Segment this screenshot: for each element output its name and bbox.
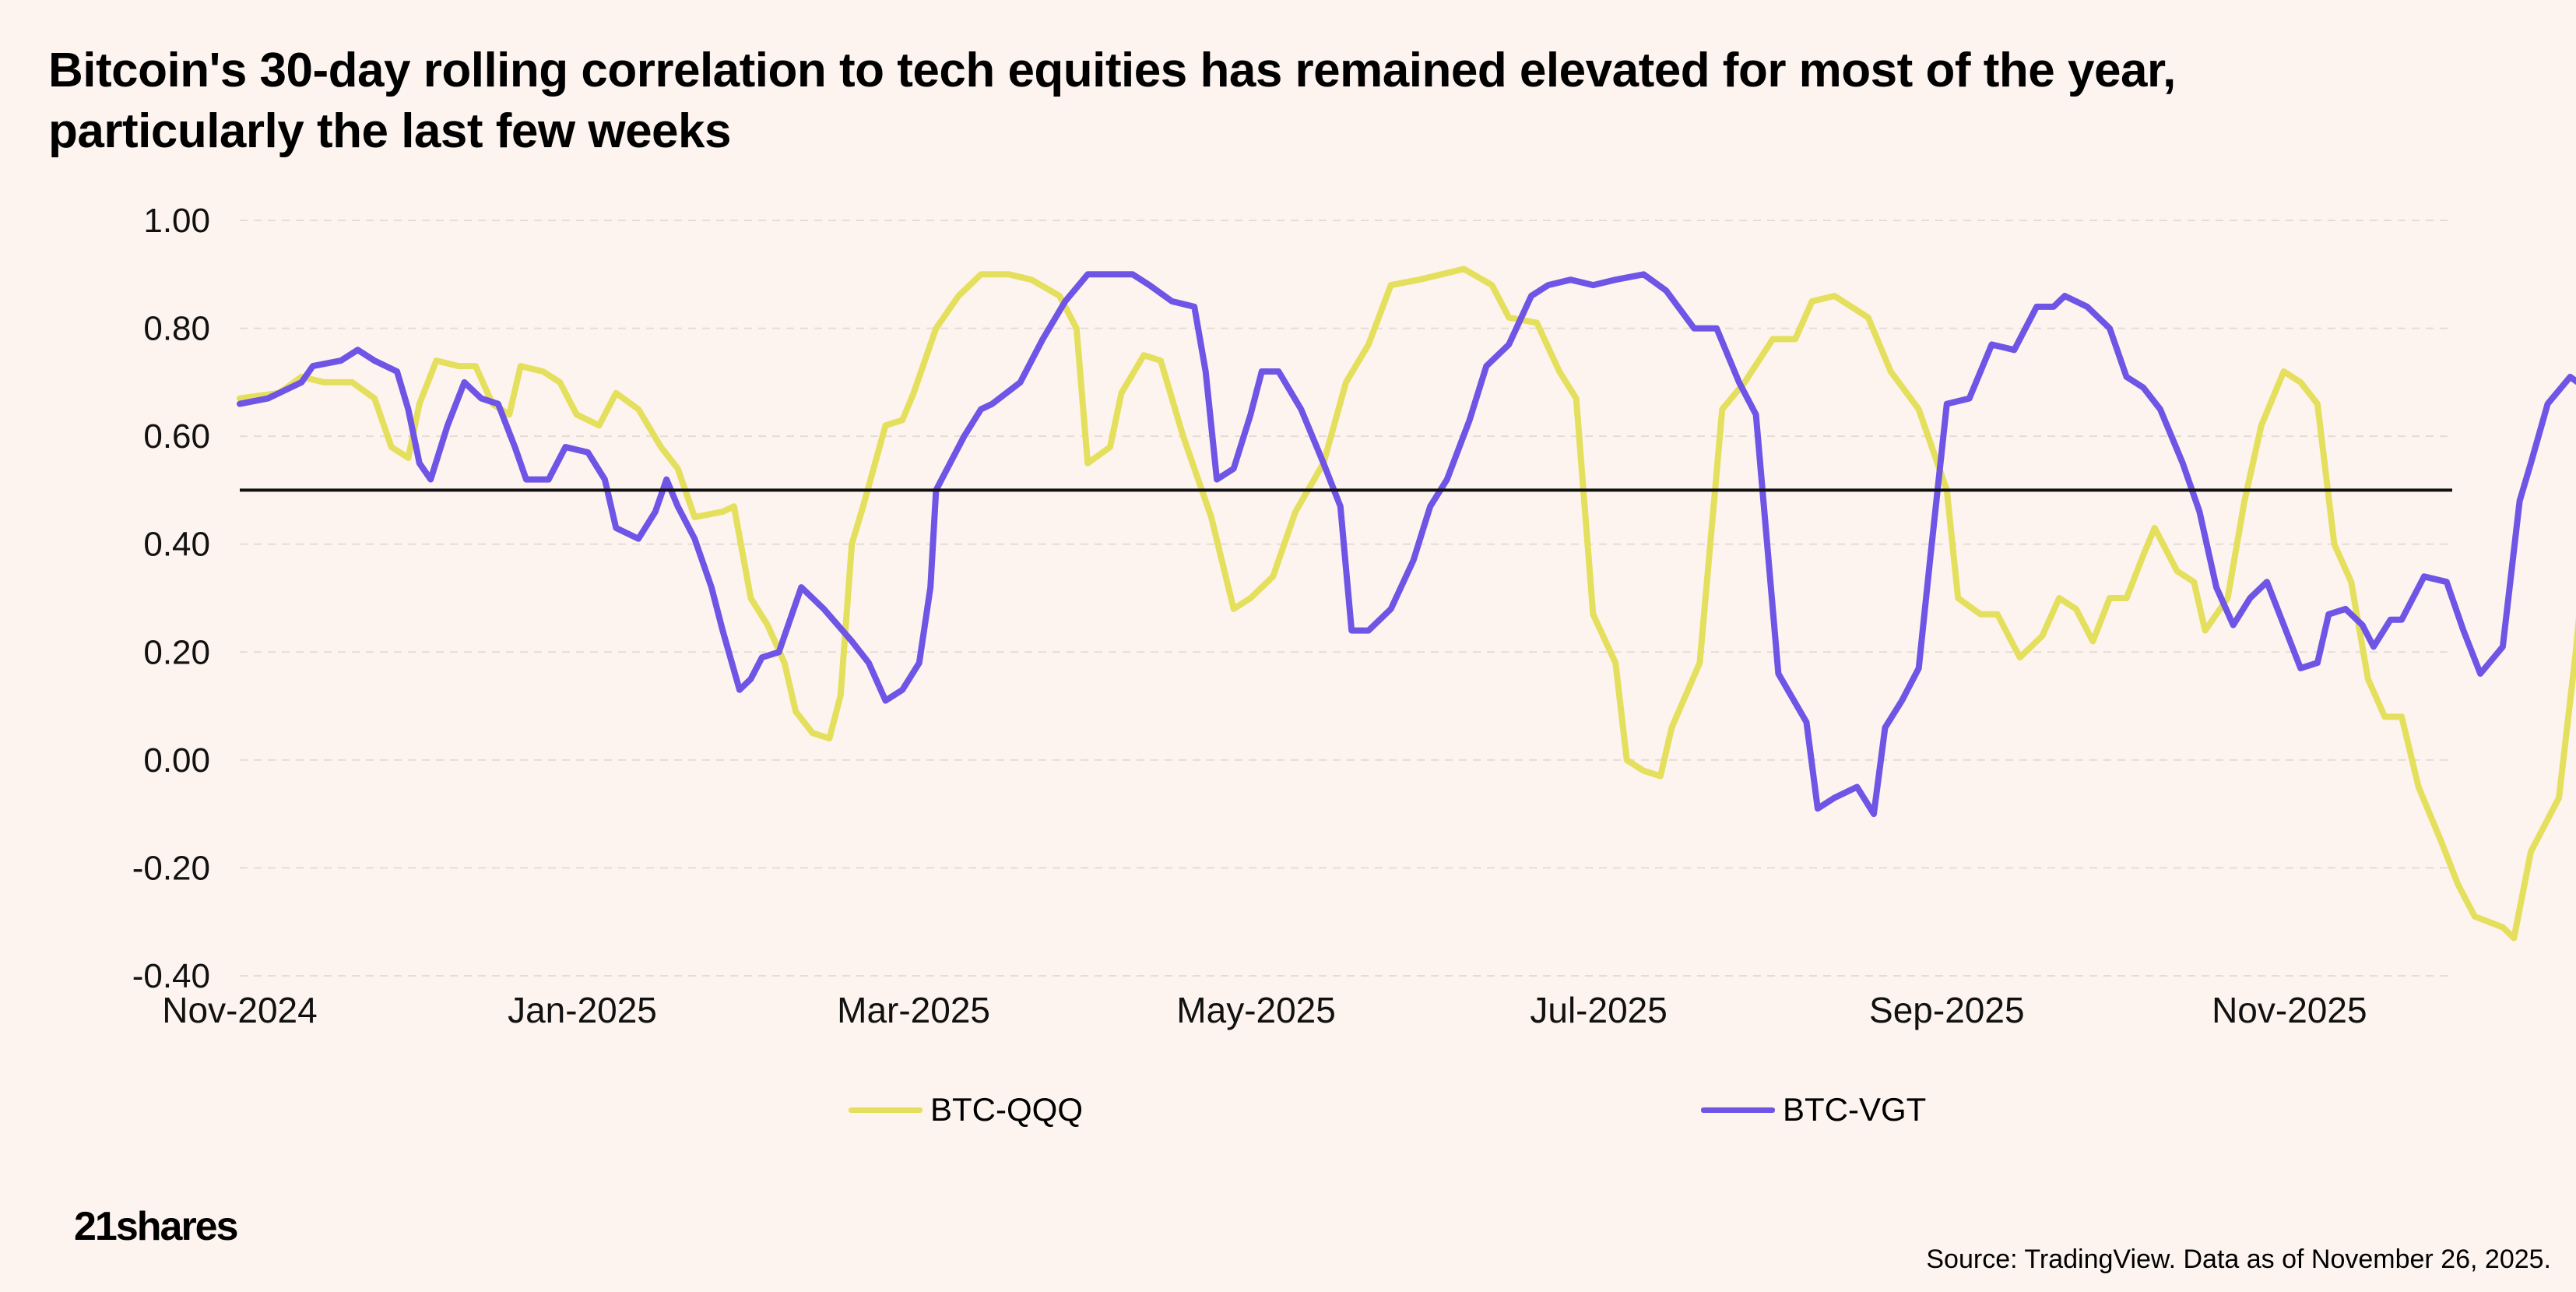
y-tick-label: 0.20 (143, 633, 210, 671)
legend-swatch-btc-qqq (849, 1107, 923, 1113)
x-tick-label: Nov-2025 (2212, 990, 2367, 1030)
brand-logo: 21shares (74, 1204, 239, 1249)
y-tick-label: -0.40 (132, 957, 210, 995)
x-tick-label: Sep-2025 (1869, 990, 2025, 1030)
y-tick-label: 1.00 (143, 202, 210, 240)
legend-item-btc-vgt: BTC-VGT (1701, 1086, 1926, 1133)
y-tick-label: 0.00 (143, 741, 210, 780)
source-note: Source: TradingView. Data as of November… (1926, 1244, 2551, 1274)
legend-label-btc-qqq: BTC-QQQ (930, 1091, 1083, 1128)
series-line-btc-qqq (237, 266, 2576, 942)
y-tick-label: 0.40 (143, 526, 210, 564)
y-tick-label: -0.20 (132, 849, 210, 887)
y-axis-ticks: 1.00 0.80 0.60 0.40 0.20 0.00 -0.20 -0.40 (132, 202, 210, 995)
legend-item-btc-qqq: BTC-QQQ (849, 1086, 1083, 1133)
x-axis-ticks: Nov-2024 Jan-2025 Mar-2025 May-2025 Jul-2025… (162, 990, 2367, 1030)
series-lines (237, 266, 2576, 942)
legend-label-btc-vgt: BTC-VGT (1783, 1091, 1927, 1128)
chart-title: Bitcoin's 30-day rolling correlation to … (48, 44, 2176, 158)
x-tick-label: Mar-2025 (837, 990, 990, 1030)
x-tick-label: May-2025 (1176, 990, 1336, 1030)
x-tick-label: Jul-2025 (1530, 990, 1667, 1030)
legend-swatch-btc-vgt (1701, 1107, 1775, 1113)
y-tick-label: 0.60 (143, 417, 210, 456)
y-tick-label: 0.80 (143, 310, 210, 348)
x-tick-label: Nov-2024 (162, 990, 317, 1030)
series-line-btc-vgt (237, 271, 2576, 818)
gridlines (240, 220, 2452, 977)
x-tick-label: Jan-2025 (508, 990, 657, 1030)
